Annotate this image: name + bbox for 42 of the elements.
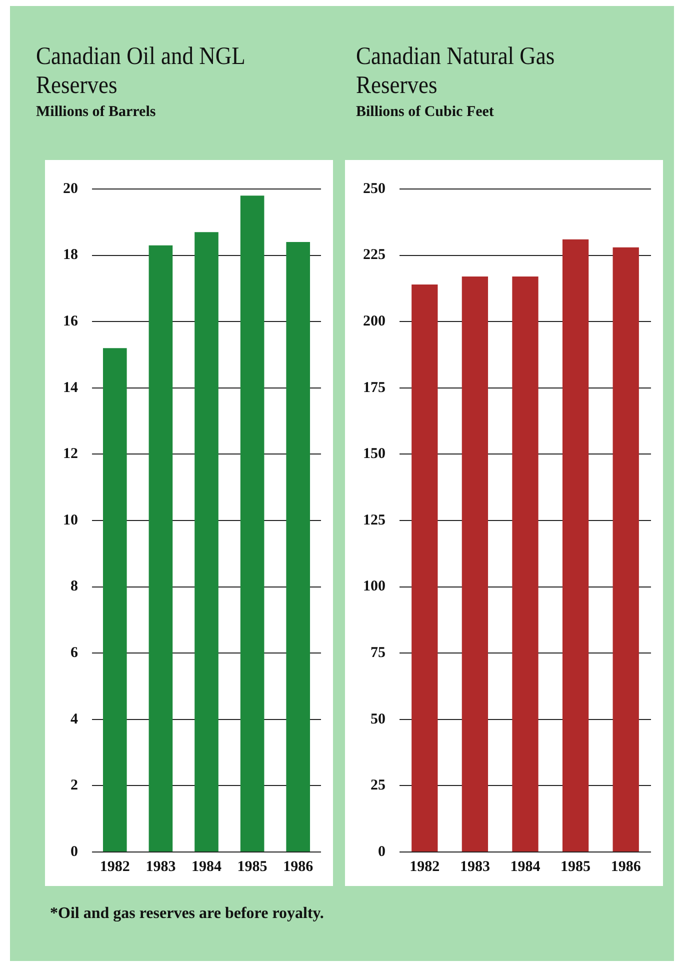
y-tick-label: 225 <box>363 247 386 264</box>
y-tick-label: 175 <box>363 380 386 396</box>
x-tick-label: 1985 <box>237 858 268 875</box>
y-tick-label: 25 <box>370 778 386 794</box>
chart-subtitle: Billions of Cubic Feet <box>356 104 494 121</box>
y-tick-label: 2 <box>70 778 78 794</box>
y-tick-label: 0 <box>70 844 78 860</box>
y-tick-label: 150 <box>363 446 386 462</box>
x-tick-label: 1984 <box>510 858 541 875</box>
y-tick-label: 6 <box>70 644 78 661</box>
y-tick-label: 125 <box>363 512 386 528</box>
x-tick-label: 1986 <box>610 858 642 875</box>
y-tick-label: 50 <box>370 711 386 728</box>
bar <box>194 232 218 852</box>
chart-title: Canadian Oil and NGL Reserves <box>36 42 246 100</box>
text: *Oil and gas reserves are before royalty. <box>50 905 324 923</box>
y-tick-label: 250 <box>363 180 386 197</box>
bar <box>148 245 173 852</box>
bar <box>102 348 127 852</box>
x-tick-label: 1984 <box>192 858 222 875</box>
y-tick-label: 10 <box>63 512 78 528</box>
y-tick-label: 12 <box>63 446 78 462</box>
y-tick-label: 4 <box>70 711 78 728</box>
y-tick-label: 200 <box>363 313 386 330</box>
x-tick-label: 1982 <box>100 858 130 875</box>
x-tick-label: 1982 <box>410 858 440 875</box>
bar <box>240 196 264 852</box>
y-tick-label: 100 <box>363 578 386 595</box>
y-tick-label: 18 <box>63 247 78 264</box>
y-tick-label: 0 <box>378 844 386 860</box>
y-tick-label: 14 <box>63 380 78 396</box>
chart-title: Canadian Natural Gas Reserves <box>356 42 556 100</box>
x-tick-label: 1983 <box>146 858 176 875</box>
bar <box>286 242 310 852</box>
x-tick-label: 1985 <box>560 858 591 875</box>
x-tick-label: 1986 <box>283 858 314 875</box>
chart-subtitle: Millions of Barrels <box>36 104 156 121</box>
y-tick-label: 20 <box>63 180 78 197</box>
x-tick-label: 1983 <box>460 858 490 875</box>
y-tick-label: 8 <box>70 578 78 595</box>
y-tick-label: 75 <box>370 644 386 661</box>
y-tick-label: 16 <box>63 313 78 330</box>
